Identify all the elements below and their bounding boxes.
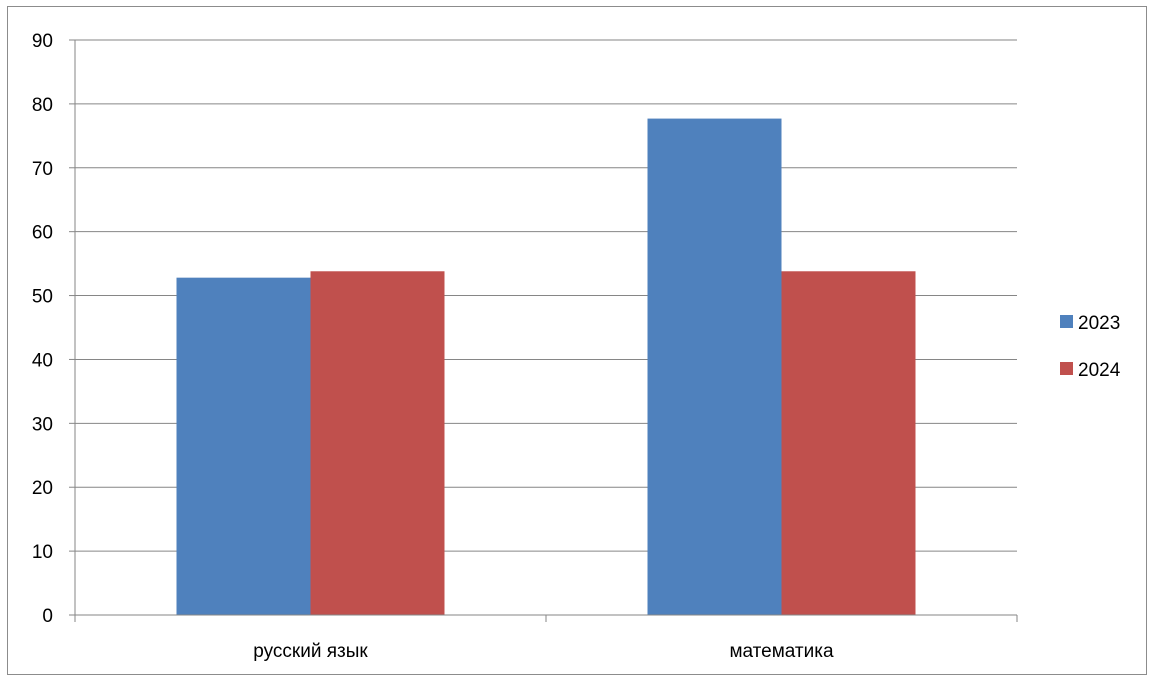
bar-2024-1 <box>781 271 916 615</box>
bar-2024-0 <box>310 271 445 615</box>
y-tick-label-0: 0 <box>42 606 53 627</box>
legend-swatch-2024 <box>1060 362 1073 375</box>
legend-label-2023: 2023 <box>1078 313 1120 334</box>
y-tick-label-50: 50 <box>32 287 53 308</box>
y-tick-label-60: 60 <box>32 223 53 244</box>
legend: 2023 2024 <box>1060 313 1121 381</box>
legend-label-2024: 2024 <box>1078 360 1121 381</box>
x-tick-label-0: русский язык <box>253 641 368 662</box>
y-tick-label-70: 70 <box>32 159 53 180</box>
bars <box>176 118 916 615</box>
tick-labels: 0 10 20 30 40 50 60 70 80 90 русский язык математик… <box>32 31 834 662</box>
axes <box>69 39 1018 622</box>
y-tick-label-10: 10 <box>32 542 53 563</box>
y-tick-label-80: 80 <box>32 95 53 116</box>
legend-swatch-2023 <box>1060 315 1073 328</box>
x-tick-label-1: математика <box>729 641 834 662</box>
y-tick-label-40: 40 <box>32 350 53 371</box>
y-tick-label-30: 30 <box>32 414 53 435</box>
y-tick-label-90: 90 <box>32 31 53 52</box>
bar-2023-0 <box>176 277 311 615</box>
y-tick-label-20: 20 <box>32 478 53 499</box>
bar-2023-1 <box>647 118 782 615</box>
